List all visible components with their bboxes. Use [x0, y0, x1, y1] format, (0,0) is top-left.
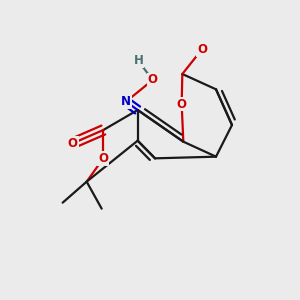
Text: O: O [98, 152, 108, 165]
Text: O: O [197, 43, 207, 56]
Text: O: O [177, 98, 187, 110]
Text: O: O [68, 137, 78, 150]
Text: N: N [121, 95, 131, 108]
Text: H: H [134, 55, 143, 68]
Text: O: O [148, 74, 158, 86]
